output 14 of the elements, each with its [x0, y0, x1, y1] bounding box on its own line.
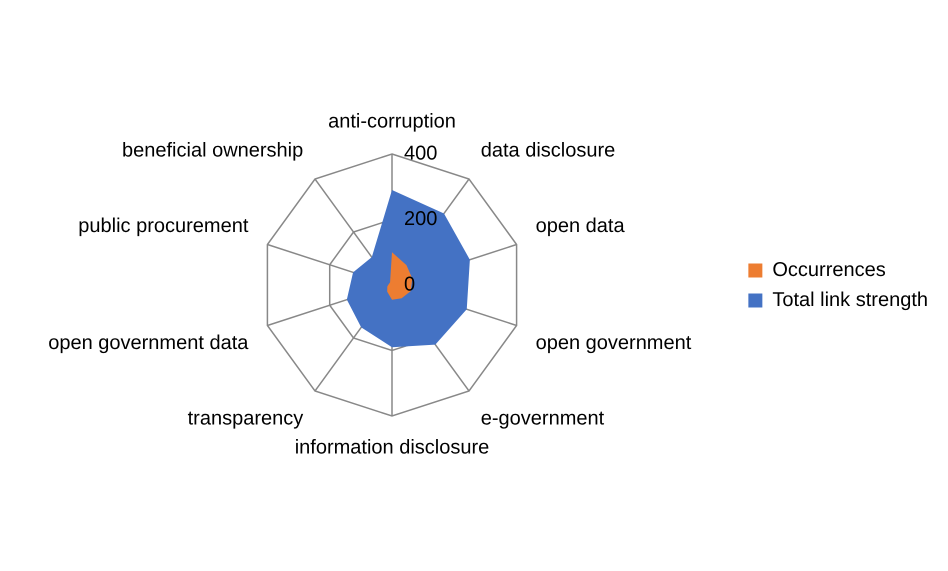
spoke-label: beneficial ownership [122, 139, 304, 162]
legend-label: Total link strength [772, 289, 928, 312]
spoke-label: open data [536, 214, 626, 237]
y-tick-label: 200 [404, 208, 438, 230]
y-tick-label: 400 [404, 142, 438, 165]
legend-label: Occurrences [772, 259, 886, 282]
spoke-label: transparency [188, 408, 304, 430]
spoke-label: open government [536, 332, 692, 354]
spoke-label: information disclosure [294, 436, 490, 459]
spoke-label: e-government [480, 408, 605, 430]
spoke-label: data disclosure [480, 139, 616, 162]
spoke-label: anti-corruption [328, 110, 456, 133]
spoke-label: public procurement [78, 214, 249, 237]
spoke-label: open government data [48, 332, 250, 354]
